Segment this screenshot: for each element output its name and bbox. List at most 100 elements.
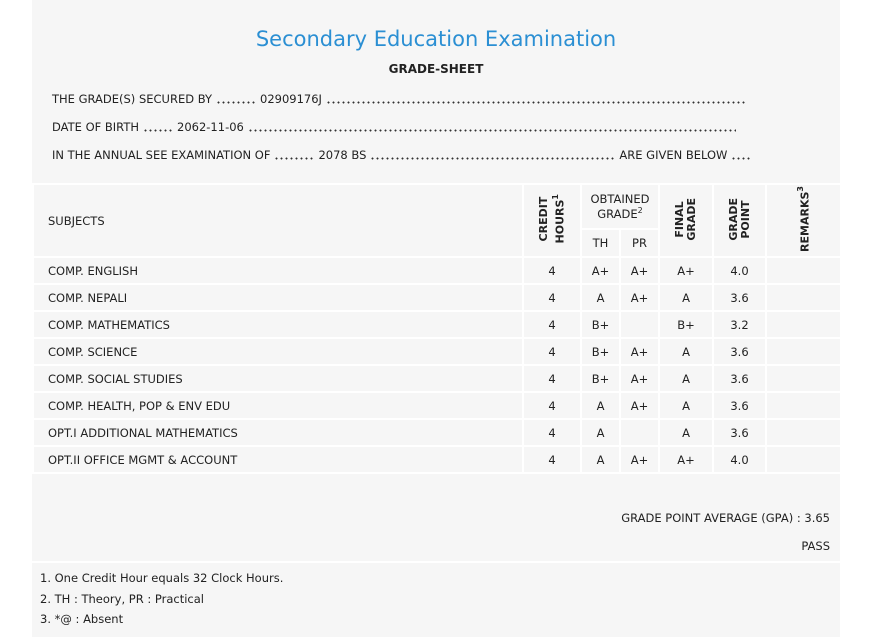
detail-label: THE GRADE(S) SECURED BY: [52, 92, 213, 106]
remarks-cell: [765, 310, 842, 339]
grade-row: COMP. HEALTH, POP & ENV EDU 4 A A+ A 3.6: [32, 391, 842, 420]
footnote-ref: 1: [550, 194, 560, 200]
grade-cell: [619, 310, 660, 339]
grade-row: COMP. SCIENCE 4 B+ A+ A 3.6: [32, 337, 842, 366]
header-cell: FINAL GRADE: [658, 183, 714, 258]
grade-cell: 3.6: [712, 391, 767, 420]
grade-cell: 4: [522, 364, 582, 393]
grade-cell: B+: [580, 364, 621, 393]
header-cell: SUBJECTS: [32, 183, 524, 258]
footnote: 3. *@ : Absent: [40, 612, 124, 626]
remarks-cell: [765, 445, 842, 474]
header-text: GRADE: [726, 197, 740, 241]
grade-cell: B+: [580, 310, 621, 339]
detail-value: 2078 BS: [318, 148, 367, 162]
header-text: GRADE: [685, 197, 698, 241]
grade-cell: A: [658, 418, 714, 447]
detail-line: IN THE ANNUAL SEE EXAMINATION OF 2078 BS A…: [52, 148, 755, 162]
grade-cell: A+: [619, 283, 660, 312]
grade-cell: 4: [522, 256, 582, 285]
gpa: GRADE POINT AVERAGE (GPA) : 3.65: [621, 511, 830, 525]
grade-cell: A: [658, 391, 714, 420]
grade-sheet: Secondary Education Examination GRADE-SH…: [32, 0, 842, 637]
detail-value: 2062-11-06: [177, 120, 244, 134]
title: Secondary Education Examination: [255, 27, 617, 51]
header-cell: GRADE POINT: [712, 183, 767, 258]
grade-row: COMP. ENGLISH 4 A+ A+ A+ 4.0: [32, 256, 842, 285]
grade-row: COMP. MATHEMATICS 4 B+ B+ 3.2: [32, 310, 842, 339]
grade-cell: A+: [580, 256, 621, 285]
header-text: GRADE: [597, 206, 638, 221]
subject-cell: OPT.II OFFICE MGMT & ACCOUNT: [32, 445, 524, 474]
grade-cell: A+: [619, 256, 660, 285]
gpa-value: 3.65: [804, 511, 830, 525]
result: PASS: [801, 539, 830, 553]
grade-cell: 4: [522, 283, 582, 312]
grade-row: COMP. NEPALI 4 A A+ A 3.6: [32, 283, 842, 312]
grade-cell: A+: [658, 445, 714, 474]
detail-suffix: ARE GIVEN BELOW: [619, 148, 728, 162]
grade-cell: A: [580, 418, 621, 447]
subject-cell: COMP. HEALTH, POP & ENV EDU: [32, 391, 524, 420]
grade-cell: 3.6: [712, 418, 767, 447]
grade-cell: A: [658, 337, 714, 366]
grade-cell: B+: [658, 310, 714, 339]
grade-cell: A: [580, 391, 621, 420]
grade-row: OPT.I ADDITIONAL MATHEMATICS 4 A A 3.6: [32, 418, 842, 447]
header-text: PR: [632, 236, 647, 250]
grade-row: OPT.II OFFICE MGMT & ACCOUNT 4 A A+ A+ 4.0: [32, 445, 842, 474]
grade-cell: A+: [619, 391, 660, 420]
grade-cell: 3.6: [712, 364, 767, 393]
subtitle: GRADE-SHEET: [388, 62, 484, 76]
grade-cell: 3.6: [712, 283, 767, 312]
grade-cell: A+: [658, 256, 714, 285]
remarks-cell: [765, 283, 842, 312]
header-text: CREDIT: [536, 196, 550, 242]
footnote: 2. TH : Theory, PR : Practical: [40, 592, 204, 606]
detail-line: DATE OF BIRTH 2062-11-06: [52, 120, 740, 134]
header-text: TH: [592, 236, 609, 250]
subject-cell: OPT.I ADDITIONAL MATHEMATICS: [32, 418, 524, 447]
grade-cell: A: [580, 283, 621, 312]
footnote: 1. One Credit Hour equals 32 Clock Hours…: [40, 571, 284, 585]
header-cell: OBTAINED GRADE2: [580, 183, 660, 230]
grade-cell: A: [658, 364, 714, 393]
grade-cell: A: [658, 283, 714, 312]
remarks-cell: [765, 256, 842, 285]
header-text: SUBJECTS: [48, 213, 105, 228]
grade-cell: [619, 418, 660, 447]
header-cell: REMARKS3: [765, 183, 842, 258]
grade-cell: B+: [580, 337, 621, 366]
grade-cell: 3.2: [712, 310, 767, 339]
subject-cell: COMP. ENGLISH: [32, 256, 524, 285]
remarks-cell: [765, 337, 842, 366]
grade-cell: 3.6: [712, 337, 767, 366]
footnote-ref: 3: [796, 186, 806, 192]
grade-row: COMP. SOCIAL STUDIES 4 B+ A+ A 3.6: [32, 364, 842, 393]
gpa-label: GRADE POINT AVERAGE (GPA) :: [621, 511, 801, 525]
header-text: POINT: [738, 199, 752, 239]
subject-cell: COMP. NEPALI: [32, 283, 524, 312]
grade-table: SUBJECTS CREDIT HOURS1 OBTAINED GRADE2 FIN…: [32, 183, 842, 474]
grade-cell: 4: [522, 418, 582, 447]
grade-cell: 4.0: [712, 256, 767, 285]
grade-cell: 4: [522, 445, 582, 474]
detail-value: 02909176J: [260, 92, 322, 106]
subject-cell: COMP. MATHEMATICS: [32, 310, 524, 339]
subject-cell: COMP. SOCIAL STUDIES: [32, 364, 524, 393]
grade-cell: A+: [619, 364, 660, 393]
header-cell: CREDIT HOURS1: [522, 183, 582, 258]
grade-cell: 4.0: [712, 445, 767, 474]
subject-cell: COMP. SCIENCE: [32, 337, 524, 366]
detail-label: DATE OF BIRTH: [52, 120, 140, 134]
grade-cell: A+: [619, 445, 660, 474]
remarks-cell: [765, 391, 842, 420]
header-cell: TH: [580, 228, 621, 258]
remarks-cell: [765, 418, 842, 447]
header-text: HOURS: [553, 199, 567, 244]
header-text: REMARKS: [798, 191, 812, 252]
header-text: OBTAINED: [590, 192, 650, 207]
grade-cell: 4: [522, 391, 582, 420]
header-cell: PR: [619, 228, 660, 258]
